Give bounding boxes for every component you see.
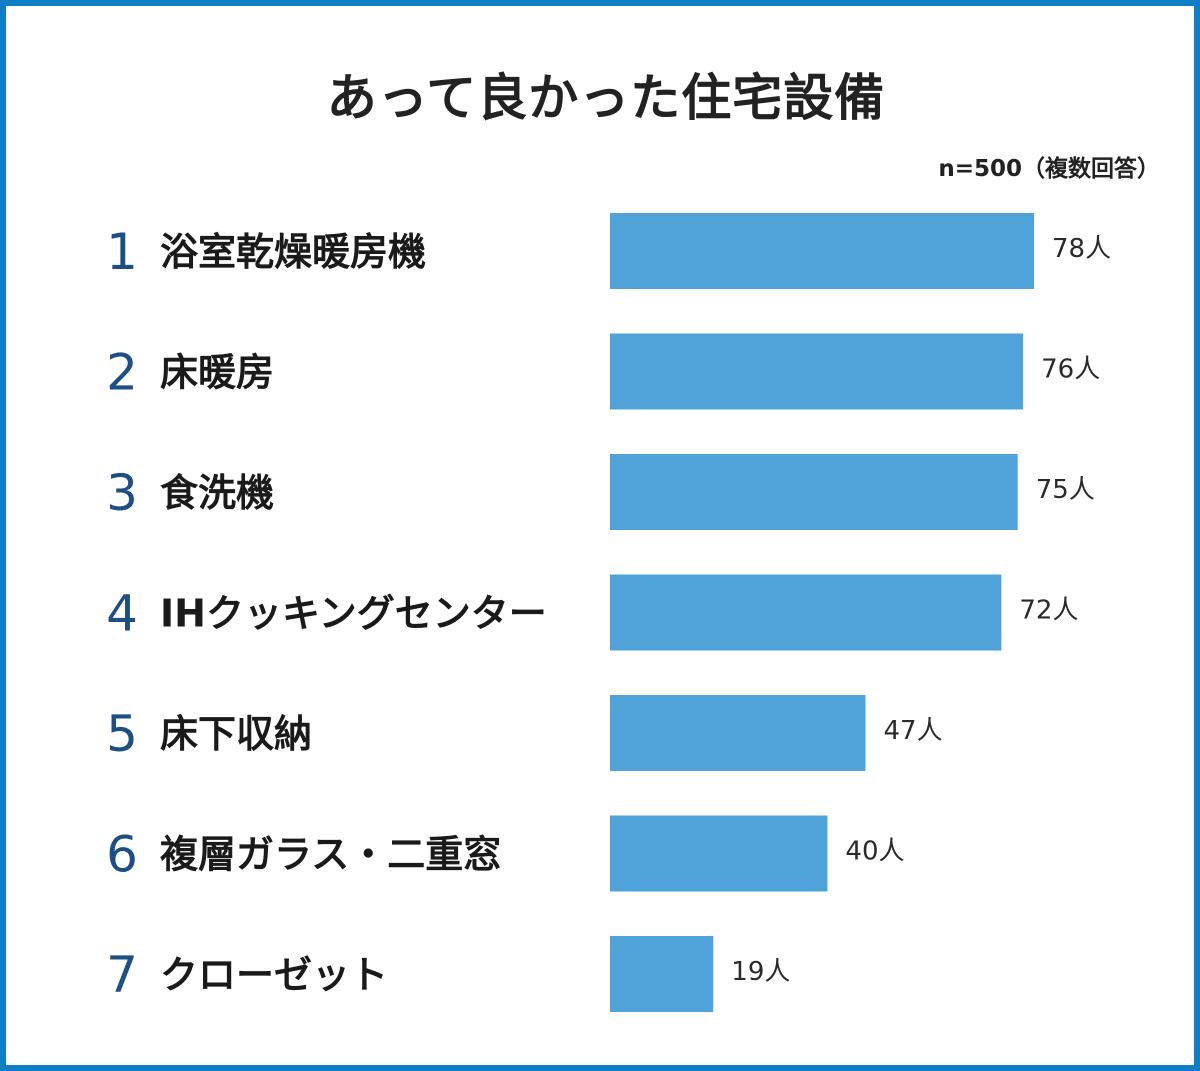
bar xyxy=(610,695,866,771)
rank-number: 1 xyxy=(106,223,138,281)
value-label: 47人 xyxy=(883,716,942,746)
category-label: 複層ガラス・二重窓 xyxy=(160,833,501,877)
rank-number: 6 xyxy=(106,826,138,884)
value-label: 40人 xyxy=(845,837,904,867)
value-label: 76人 xyxy=(1041,355,1100,385)
value-label: 72人 xyxy=(1019,596,1078,626)
bar xyxy=(610,213,1034,289)
category-label: 食洗機 xyxy=(160,471,274,515)
value-label: 78人 xyxy=(1052,234,1111,264)
rank-number: 3 xyxy=(106,464,138,522)
bar xyxy=(610,454,1018,530)
bar xyxy=(610,936,714,1012)
category-label: IHクッキングセンター xyxy=(160,592,547,636)
category-label: クローゼット xyxy=(160,953,388,997)
value-label: 75人 xyxy=(1036,475,1095,505)
value-label: 19人 xyxy=(731,957,790,987)
chart-title: あって良かった住宅設備 xyxy=(326,69,886,127)
bar xyxy=(610,574,1002,651)
category-label: 床下収納 xyxy=(160,712,312,756)
bar xyxy=(610,815,828,892)
rank-number: 2 xyxy=(106,344,138,402)
category-label: 浴室乾燥暖房機 xyxy=(160,230,426,274)
category-label: 床暖房 xyxy=(160,351,274,395)
rank-number: 4 xyxy=(106,585,138,643)
rank-number: 5 xyxy=(106,705,138,763)
rank-number: 7 xyxy=(106,946,138,1004)
bar xyxy=(610,333,1024,410)
sample-note: n=500（複数回答） xyxy=(938,156,1160,182)
